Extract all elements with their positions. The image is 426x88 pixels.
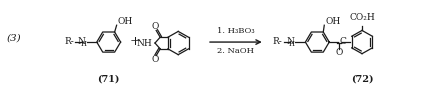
- Text: 1. H₃BO₃: 1. H₃BO₃: [216, 27, 254, 35]
- Text: C: C: [338, 37, 345, 46]
- Text: O: O: [335, 48, 342, 57]
- Text: 2. NaOH: 2. NaOH: [217, 47, 254, 55]
- Text: (71): (71): [97, 74, 120, 83]
- Text: O: O: [151, 22, 158, 31]
- Text: (3): (3): [6, 34, 21, 43]
- Text: O: O: [151, 55, 158, 64]
- Text: R-: R-: [64, 37, 74, 46]
- Text: R-: R-: [272, 37, 282, 46]
- Text: H: H: [288, 40, 294, 48]
- Text: N: N: [286, 37, 294, 46]
- Text: N: N: [78, 37, 86, 46]
- Text: OH: OH: [325, 17, 340, 26]
- Text: OH: OH: [117, 17, 132, 26]
- Text: +: +: [130, 35, 141, 48]
- Text: CO₂H: CO₂H: [348, 13, 374, 22]
- Text: NH: NH: [136, 39, 152, 48]
- Text: H: H: [80, 40, 86, 48]
- Text: (72): (72): [350, 74, 372, 83]
